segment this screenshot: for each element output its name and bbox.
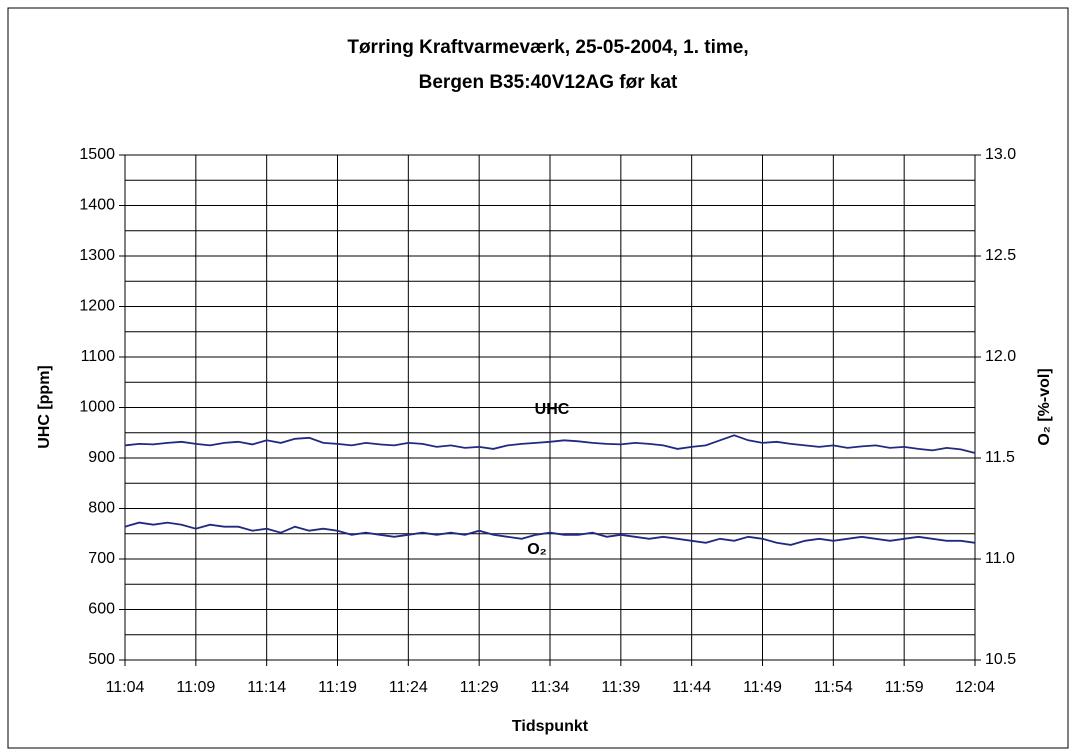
x-tick-label: 11:19: [318, 679, 357, 696]
y-tick-label: 1100: [81, 348, 116, 365]
y-tick-label: 900: [88, 449, 115, 466]
x-tick-label: 11:24: [389, 679, 428, 696]
y2-tick-label: 10.5: [985, 651, 1016, 668]
x-tick-label: 11:39: [601, 679, 640, 696]
y2-tick-label: 13.0: [985, 146, 1016, 163]
x-tick-label: 11:04: [106, 679, 145, 696]
y-tick-label: 1200: [79, 298, 115, 315]
x-tick-label: 11:14: [247, 679, 286, 696]
y-tick-label: 1400: [79, 197, 115, 214]
x-tick-label: 11:44: [672, 679, 711, 696]
x-tick-label: 11:34: [531, 679, 570, 696]
y2-tick-label: 11.0: [985, 550, 1015, 567]
chart-title: Tørring Kraftvarmeværk, 25-05-2004, 1. t…: [347, 37, 748, 58]
y2-axis-label: O₂ [%-vol]: [1036, 368, 1053, 445]
y2-tick-label: 12.0: [985, 348, 1016, 365]
y-tick-label: 600: [88, 601, 115, 618]
y-axis-label: UHC [ppm]: [36, 365, 53, 449]
y2-tick-label: 12.5: [985, 247, 1016, 264]
y-tick-label: 800: [88, 500, 115, 517]
x-tick-label: 11:54: [814, 679, 853, 696]
x-tick-label: 11:09: [176, 679, 215, 696]
chart-border: [7, 7, 1069, 749]
y2-tick-label: 11.5: [985, 449, 1015, 466]
x-tick-label: 11:59: [885, 679, 924, 696]
y-tick-label: 700: [88, 550, 115, 567]
x-axis-label: Tidspunkt: [512, 718, 589, 735]
data-line: [124, 521, 976, 546]
x-tick-label: 12:04: [955, 679, 995, 696]
y-tick-label: 1500: [79, 146, 115, 163]
data-line: [124, 434, 976, 454]
x-tick-label: 11:29: [460, 679, 499, 696]
y-tick-label: 1000: [79, 399, 115, 416]
annotation: O₂: [527, 541, 547, 558]
chart-title: Bergen B35:40V12AG før kat: [419, 72, 678, 93]
y-tick-label: 500: [88, 651, 115, 668]
x-tick-label: 11:49: [743, 679, 782, 696]
y-tick-label: 1300: [79, 247, 115, 264]
annotation: UHC: [535, 401, 570, 418]
